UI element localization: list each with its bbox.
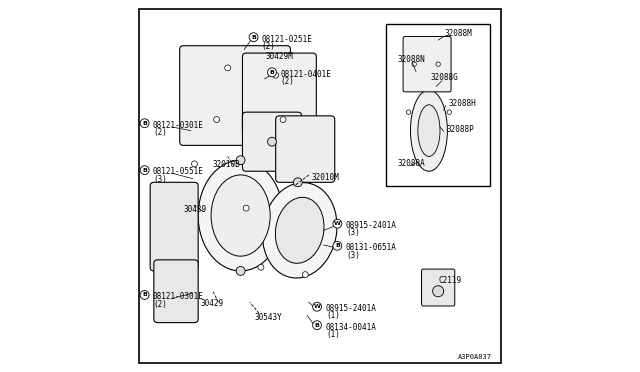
Circle shape <box>433 286 444 297</box>
Circle shape <box>447 110 451 114</box>
Text: 30429: 30429 <box>200 299 223 308</box>
Circle shape <box>333 219 342 228</box>
Ellipse shape <box>275 197 324 263</box>
Circle shape <box>273 72 278 78</box>
Text: 08121-0401E: 08121-0401E <box>280 70 331 78</box>
Ellipse shape <box>262 183 337 278</box>
Text: 32088A: 32088A <box>397 158 426 168</box>
Text: 30543Y: 30543Y <box>255 313 282 322</box>
Circle shape <box>268 137 276 146</box>
Text: 08121-0301E: 08121-0301E <box>153 292 204 301</box>
Ellipse shape <box>410 90 447 171</box>
Text: 32088H: 32088H <box>448 99 476 108</box>
Text: (2): (2) <box>154 300 168 309</box>
Text: 30429M: 30429M <box>266 52 293 61</box>
Circle shape <box>436 62 440 66</box>
Text: 30439: 30439 <box>184 205 207 215</box>
FancyBboxPatch shape <box>243 112 301 171</box>
Text: 32010B: 32010B <box>213 160 241 169</box>
Circle shape <box>412 62 417 66</box>
Text: (3): (3) <box>154 175 168 184</box>
Text: W: W <box>314 304 321 309</box>
Text: 08121-0251E: 08121-0251E <box>262 35 312 44</box>
Text: 32088N: 32088N <box>397 55 426 64</box>
Circle shape <box>140 119 149 128</box>
Text: (2): (2) <box>154 128 168 137</box>
Text: (1): (1) <box>326 311 340 320</box>
FancyBboxPatch shape <box>276 116 335 182</box>
Circle shape <box>406 110 411 114</box>
Circle shape <box>214 116 220 122</box>
Text: A3P0A037: A3P0A037 <box>458 354 492 360</box>
Text: 08121-0301E: 08121-0301E <box>153 121 204 129</box>
Circle shape <box>191 161 197 167</box>
FancyBboxPatch shape <box>150 182 198 271</box>
Bar <box>387 23 490 186</box>
Circle shape <box>236 156 245 164</box>
Text: 32010M: 32010M <box>312 173 340 182</box>
Text: B: B <box>251 35 256 40</box>
Ellipse shape <box>198 160 283 271</box>
Text: 32088M: 32088M <box>445 29 472 38</box>
Circle shape <box>312 302 321 311</box>
Text: W: W <box>334 221 340 226</box>
FancyBboxPatch shape <box>403 36 451 92</box>
Text: 08121-0551E: 08121-0551E <box>153 167 204 176</box>
Text: B: B <box>269 70 275 75</box>
Circle shape <box>236 266 245 275</box>
Text: B: B <box>315 323 319 328</box>
FancyBboxPatch shape <box>180 46 291 145</box>
Text: C2119: C2119 <box>438 276 461 285</box>
Text: (2): (2) <box>280 77 294 86</box>
Text: 08915-2401A: 08915-2401A <box>346 221 396 230</box>
Text: 08131-0651A: 08131-0651A <box>346 243 396 252</box>
Text: B: B <box>142 121 147 126</box>
Text: 32088G: 32088G <box>431 73 458 82</box>
Circle shape <box>312 321 321 330</box>
Text: B: B <box>142 168 147 173</box>
Circle shape <box>140 166 149 174</box>
Text: (3): (3) <box>347 228 360 237</box>
Text: 08134-0041A: 08134-0041A <box>325 323 376 331</box>
Circle shape <box>293 178 302 187</box>
Circle shape <box>258 264 264 270</box>
Text: (3): (3) <box>347 251 360 260</box>
Text: 32088P: 32088P <box>446 125 474 134</box>
Circle shape <box>280 116 286 122</box>
Text: 08915-2401A: 08915-2401A <box>325 304 376 313</box>
Text: (2): (2) <box>261 42 275 51</box>
FancyBboxPatch shape <box>154 260 198 323</box>
Circle shape <box>333 241 342 250</box>
FancyBboxPatch shape <box>243 53 316 134</box>
Ellipse shape <box>211 175 270 256</box>
Circle shape <box>249 33 258 42</box>
Circle shape <box>225 65 230 71</box>
Circle shape <box>302 272 308 278</box>
Circle shape <box>243 205 249 211</box>
Text: (1): (1) <box>326 330 340 339</box>
Text: B: B <box>335 243 340 248</box>
Circle shape <box>140 291 149 299</box>
Ellipse shape <box>418 105 440 157</box>
FancyBboxPatch shape <box>422 269 455 306</box>
Text: B: B <box>142 292 147 298</box>
Circle shape <box>268 68 276 77</box>
